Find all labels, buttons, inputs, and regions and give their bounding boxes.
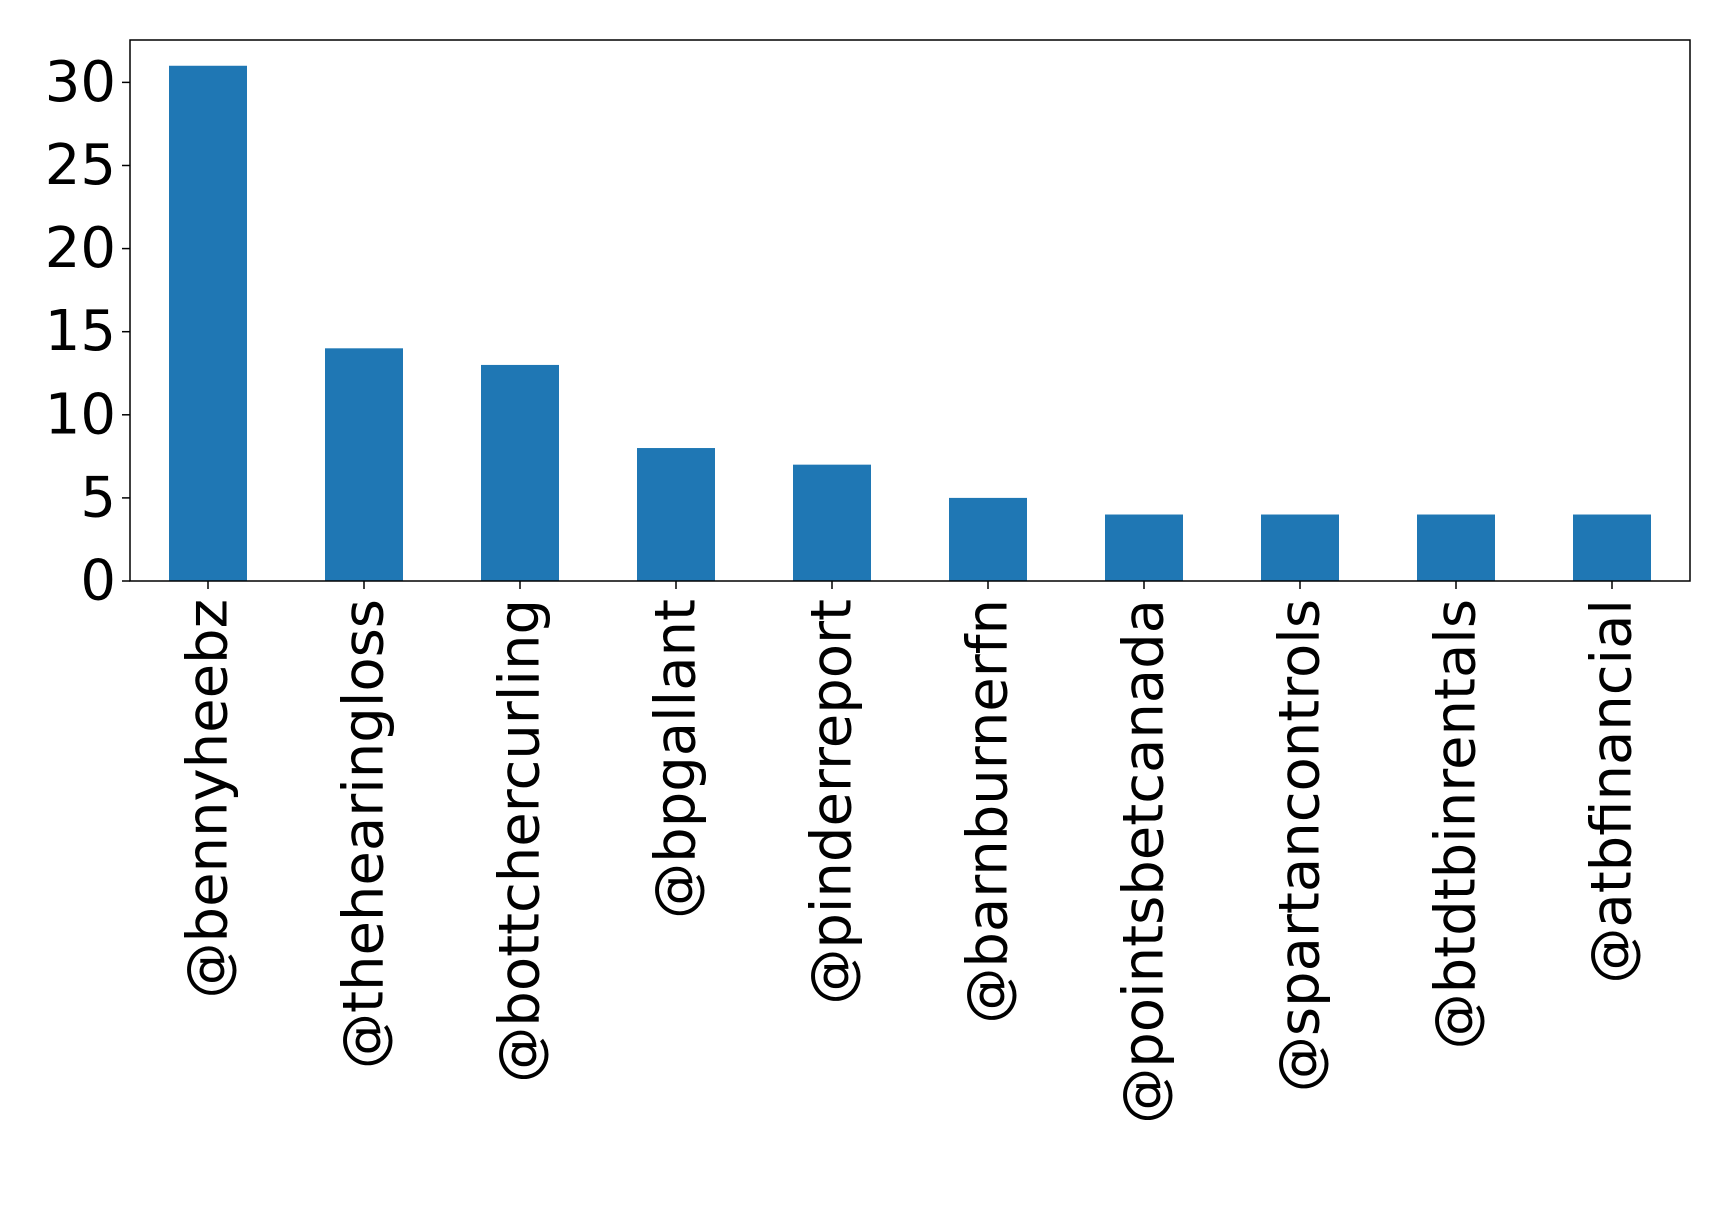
x-tick-label: @bottchercurling — [488, 599, 553, 1083]
bar-6 — [1105, 514, 1183, 581]
x-tick-label: @atbfinancial — [1580, 599, 1645, 984]
y-tick-label: 30 — [45, 50, 116, 115]
plot-area-frame — [129, 39, 1691, 582]
bar-9 — [1573, 514, 1651, 581]
x-tick-label: @pointsbetcanada — [1112, 599, 1177, 1124]
bar-8 — [1417, 514, 1495, 581]
y-axis: 0 5 10 15 20 25 30 — [45, 50, 130, 614]
y-tick-label: 15 — [45, 299, 116, 364]
x-tick-label: @bpgallant — [644, 599, 709, 919]
y-tick-label: 0 — [80, 549, 116, 614]
x-tick-label: @bennyheebz — [176, 599, 241, 998]
x-tick-label: @thehearingloss — [332, 599, 397, 1069]
y-tick-label: 20 — [45, 216, 116, 281]
bar-4 — [793, 464, 871, 581]
bar-2 — [481, 364, 559, 581]
x-tick-label: @btdtbinrentals — [1424, 599, 1489, 1049]
x-tick-label: @pinderreport — [800, 599, 865, 1005]
bar-3 — [637, 448, 715, 581]
x-tick-label: @barnburnerfn — [956, 599, 1021, 1024]
bars-group — [169, 65, 1651, 581]
y-tick-label: 10 — [45, 382, 116, 447]
bar-1 — [325, 348, 403, 581]
x-tick-label: @spartancontrols — [1268, 599, 1333, 1092]
x-axis: @bennyheebz @thehearingloss @bottchercurli… — [176, 581, 1645, 1124]
bar-5 — [949, 497, 1027, 581]
bar-7 — [1261, 514, 1339, 581]
bar-0 — [169, 65, 247, 581]
y-tick-label: 25 — [45, 133, 116, 198]
y-tick-label: 5 — [80, 465, 116, 530]
